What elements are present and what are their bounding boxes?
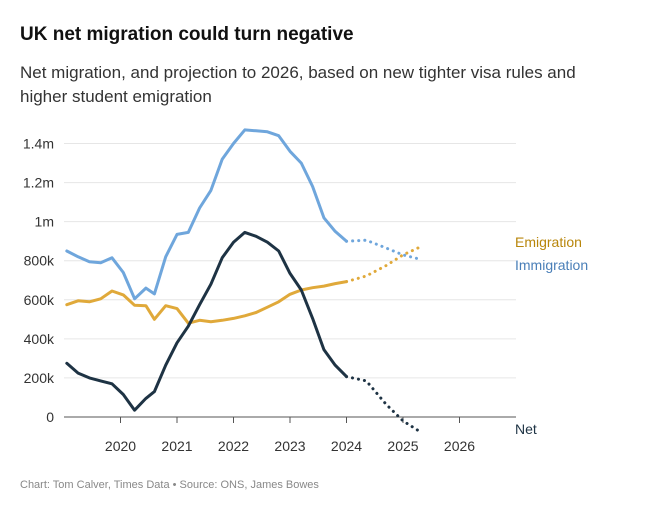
legend-label-immigration: Immigration bbox=[515, 257, 588, 273]
x-tick-label: 2024 bbox=[331, 438, 362, 454]
x-tick-label: 2026 bbox=[444, 438, 475, 454]
x-tick-label: 2022 bbox=[218, 438, 249, 454]
y-tick-label: 800k bbox=[24, 253, 55, 269]
y-tick-label: 1m bbox=[35, 214, 54, 230]
x-tick-label: 2023 bbox=[274, 438, 305, 454]
y-tick-label: 600k bbox=[24, 292, 55, 308]
gridlines bbox=[64, 143, 516, 418]
legend-label-emigration: Emigration bbox=[515, 234, 582, 250]
y-tick-label: 400k bbox=[24, 331, 55, 347]
series-labels: Immigration Emigration Net bbox=[515, 234, 588, 437]
series-line-emigration bbox=[65, 280, 348, 325]
series-projection-net bbox=[345, 375, 422, 434]
y-tick-label: 0 bbox=[46, 409, 54, 425]
y-tick-label: 200k bbox=[24, 370, 55, 386]
y-tick-label: 1.2m bbox=[23, 175, 54, 191]
x-axis: 2020 2021 2022 2023 2024 2025 2026 bbox=[105, 417, 475, 454]
y-tick-label: 1.4m bbox=[23, 136, 54, 152]
series-projection-emigration bbox=[345, 245, 422, 284]
x-tick-label: 2020 bbox=[105, 438, 136, 454]
chart-title: UK net migration could turn negative bbox=[20, 24, 354, 45]
series-lines bbox=[65, 128, 422, 434]
series-projection-immigration bbox=[345, 238, 422, 261]
series-line-net bbox=[65, 230, 348, 412]
x-tick-label: 2025 bbox=[387, 438, 418, 454]
legend-label-net: Net bbox=[515, 421, 537, 437]
chart-subtitle: Net migration, and projection to 2026, b… bbox=[20, 63, 576, 106]
y-axis: 0 200k 400k 600k 800k 1m 1.2m 1.4m bbox=[23, 136, 55, 425]
source-credit: Chart: Tom Calver, Times Data • Source: … bbox=[20, 479, 319, 491]
x-tick-label: 2021 bbox=[161, 438, 192, 454]
series-line-immigration bbox=[65, 128, 348, 301]
